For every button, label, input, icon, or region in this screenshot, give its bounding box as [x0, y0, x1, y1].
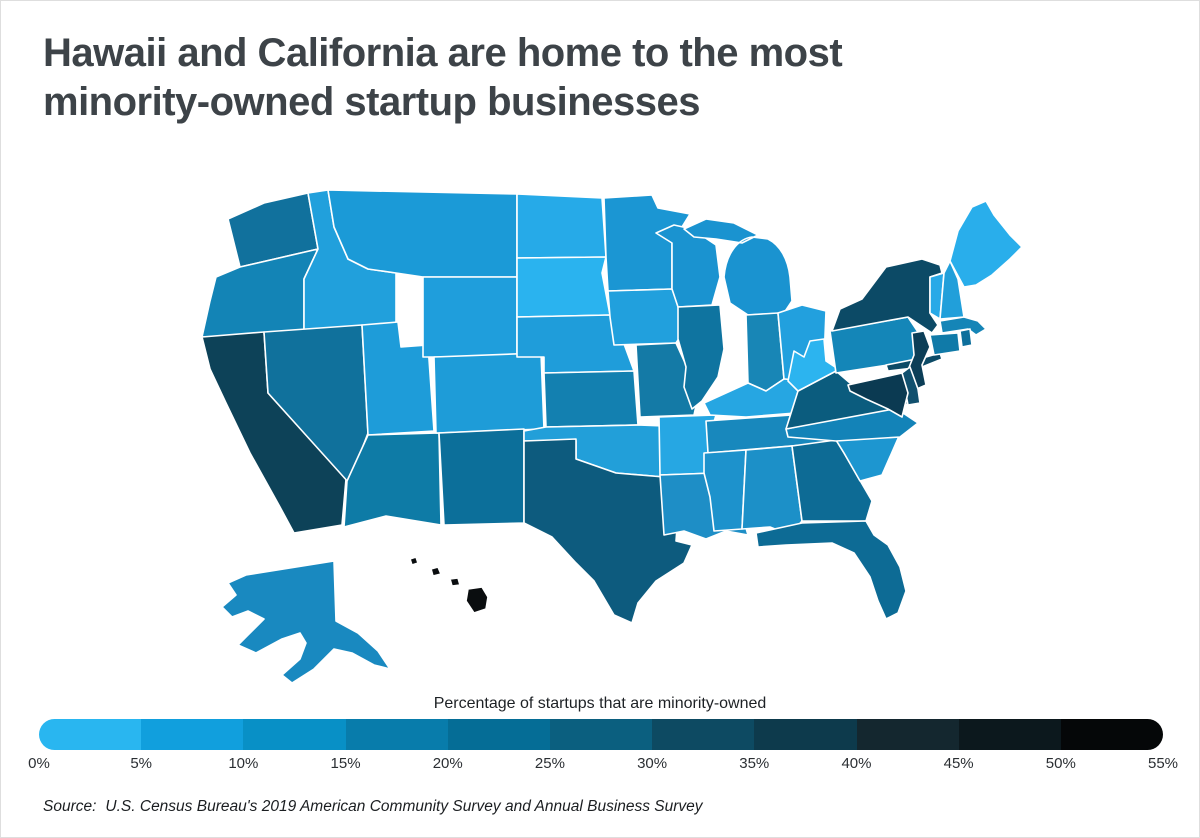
page-title: Hawaii and California are home to the mo…	[43, 29, 1163, 127]
legend-segment-6	[652, 719, 755, 750]
us-map-svg	[201, 189, 1023, 684]
legend-segment-10	[1060, 719, 1163, 750]
legend-tick-35: 35%	[739, 755, 770, 772]
state-wisconsin	[655, 224, 721, 308]
state-wyoming	[422, 276, 518, 358]
legend-segment-8	[856, 719, 959, 750]
state-new-mexico	[438, 428, 525, 526]
legend-tick-50: 50%	[1045, 755, 1076, 772]
source-text: U.S. Census Bureau's 2019 American Commu…	[105, 798, 703, 815]
legend-segment-2	[243, 719, 346, 750]
state-oregon	[201, 248, 319, 338]
legend-tick-25: 25%	[534, 755, 565, 772]
state-rhode-island	[959, 328, 973, 348]
state-massachusetts	[939, 316, 987, 336]
us-choropleth-map	[186, 181, 1036, 691]
legend-tick-20: 20%	[432, 755, 463, 772]
legend-tick-5: 5%	[130, 755, 153, 772]
source-note: Source: U.S. Census Bureau's 2019 America…	[43, 798, 703, 816]
title-line-1: Hawaii and California are home to the mo…	[43, 31, 843, 75]
state-michigan	[683, 218, 793, 316]
legend-tick-40: 40%	[841, 755, 872, 772]
state-texas	[523, 438, 693, 624]
state-north-dakota	[516, 193, 607, 259]
state-hawaii	[409, 556, 489, 614]
legend-segment-1	[141, 719, 244, 750]
legend-segment-7	[754, 719, 857, 750]
source-label: Source:	[43, 798, 97, 815]
legend-segment-4	[447, 719, 550, 750]
state-florida	[755, 520, 907, 620]
legend-segment-5	[549, 719, 653, 750]
legend-tick-45: 45%	[943, 755, 974, 772]
legend-segment-0	[39, 719, 142, 750]
legend-colorbar	[39, 719, 1163, 750]
state-montana	[327, 189, 518, 278]
state-kansas	[543, 370, 639, 428]
legend-tick-55: 55%	[1147, 755, 1179, 772]
state-west-virginia	[787, 338, 839, 392]
legend-tick-30: 30%	[637, 755, 668, 772]
state-maryland	[847, 372, 909, 418]
state-new-hampshire	[939, 260, 965, 320]
legend-segment-9	[958, 719, 1061, 750]
state-iowa	[607, 288, 685, 346]
state-alaska	[221, 560, 391, 684]
legend-tick-15: 15%	[330, 755, 361, 772]
legend-tick-10: 10%	[228, 755, 259, 772]
state-maine	[949, 200, 1023, 288]
legend-tick-0: 0%	[28, 755, 50, 772]
state-illinois	[677, 304, 725, 410]
legend-tick-labels: 0% 5% 10% 15% 20% 25% 30% 35% 40% 45% 50% 55%	[1, 755, 1199, 777]
legend-segment-3	[345, 719, 448, 750]
title-line-2: minority-owned startup businesses	[43, 79, 700, 124]
state-south-dakota	[516, 256, 611, 318]
legend-title: Percentage of startups that are minority…	[433, 695, 767, 712]
state-connecticut	[929, 332, 961, 356]
state-colorado	[433, 352, 545, 434]
